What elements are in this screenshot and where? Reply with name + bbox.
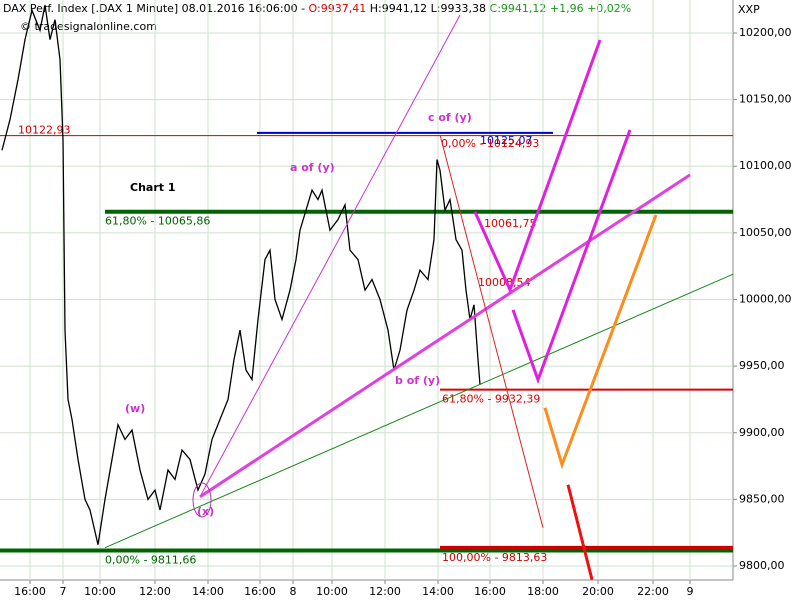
x-tick-label: 14:00 bbox=[192, 585, 224, 598]
y-tick-label: 10200,00 bbox=[739, 26, 792, 39]
level-label: 10122,93 bbox=[18, 124, 71, 137]
x-tick-label: 10:00 bbox=[84, 585, 116, 598]
y-tick-label: 10050,00 bbox=[739, 226, 792, 239]
trend-drawing bbox=[199, 14, 461, 497]
level-label: 100,00% - 9813,63 bbox=[442, 551, 547, 564]
annotation: (w) bbox=[125, 402, 145, 415]
annotation: Chart 1 bbox=[130, 181, 176, 194]
header-open: O:9937,41 bbox=[309, 2, 367, 15]
x-tick-label: 14:00 bbox=[422, 585, 454, 598]
x-tick-label: 20:00 bbox=[582, 585, 614, 598]
fib-label: 0,00% - 10124,93 bbox=[441, 137, 539, 150]
trend-drawing bbox=[473, 39, 602, 294]
level-label: 0,00% - 9811,66 bbox=[105, 553, 196, 566]
y-tick-label: 9850,00 bbox=[739, 492, 785, 505]
x-tick-label: 22:00 bbox=[637, 585, 669, 598]
annotation: c of (y) bbox=[428, 111, 472, 124]
x-tick-label: 18:00 bbox=[527, 585, 559, 598]
y-tick-label: 9950,00 bbox=[739, 359, 785, 372]
level-label: 61,80% - 9932,39 bbox=[442, 393, 540, 406]
price-line bbox=[1, 4, 481, 545]
y-tick-label: 9900,00 bbox=[739, 426, 785, 439]
annotation: b of (y) bbox=[395, 374, 440, 387]
trend-drawing bbox=[439, 134, 544, 528]
trend-drawing bbox=[511, 129, 632, 385]
x-tick-label: 8 bbox=[290, 585, 297, 598]
level-label: 61,80% - 10065,86 bbox=[105, 215, 210, 228]
x-tick-label: 12:00 bbox=[139, 585, 171, 598]
x-tick-label: 12:00 bbox=[369, 585, 401, 598]
trend-drawing bbox=[104, 273, 734, 549]
x-tick-label: 7 bbox=[60, 585, 67, 598]
header-close: C:9941,12 +1,96 +0,02% bbox=[490, 2, 632, 15]
x-tick-label: 16:00 bbox=[14, 585, 46, 598]
annotation: a of (y) bbox=[290, 161, 335, 174]
x-tick-label: 16:00 bbox=[474, 585, 506, 598]
trend-drawing bbox=[199, 173, 691, 498]
y-tick-label: 10000,00 bbox=[739, 292, 792, 305]
marker-ellipse bbox=[192, 482, 212, 518]
axis-label: XXP bbox=[738, 3, 760, 16]
y-tick-label: 10100,00 bbox=[739, 159, 792, 172]
header: DAX Perf. Index [.DAX 1 Minute] 08.01.20… bbox=[3, 2, 631, 15]
x-tick-label: 10:00 bbox=[316, 585, 348, 598]
fib-label: 10008,54 bbox=[478, 276, 531, 289]
fib-label: 10061,75 bbox=[484, 217, 537, 230]
x-tick-label: 16:00 bbox=[244, 585, 276, 598]
header-hl: H:9941,12 L:9933,38 bbox=[370, 2, 486, 15]
trend-drawing bbox=[543, 214, 658, 470]
level-label: 10125,07 bbox=[480, 134, 533, 147]
trend-drawing bbox=[566, 484, 594, 581]
x-tick-label: 9 bbox=[687, 585, 694, 598]
header-instrument: DAX Perf. Index [.DAX 1 Minute] 08.01.20… bbox=[3, 2, 305, 15]
y-tick-label: 9800,00 bbox=[739, 559, 785, 572]
y-tick-label: 10150,00 bbox=[739, 93, 792, 106]
